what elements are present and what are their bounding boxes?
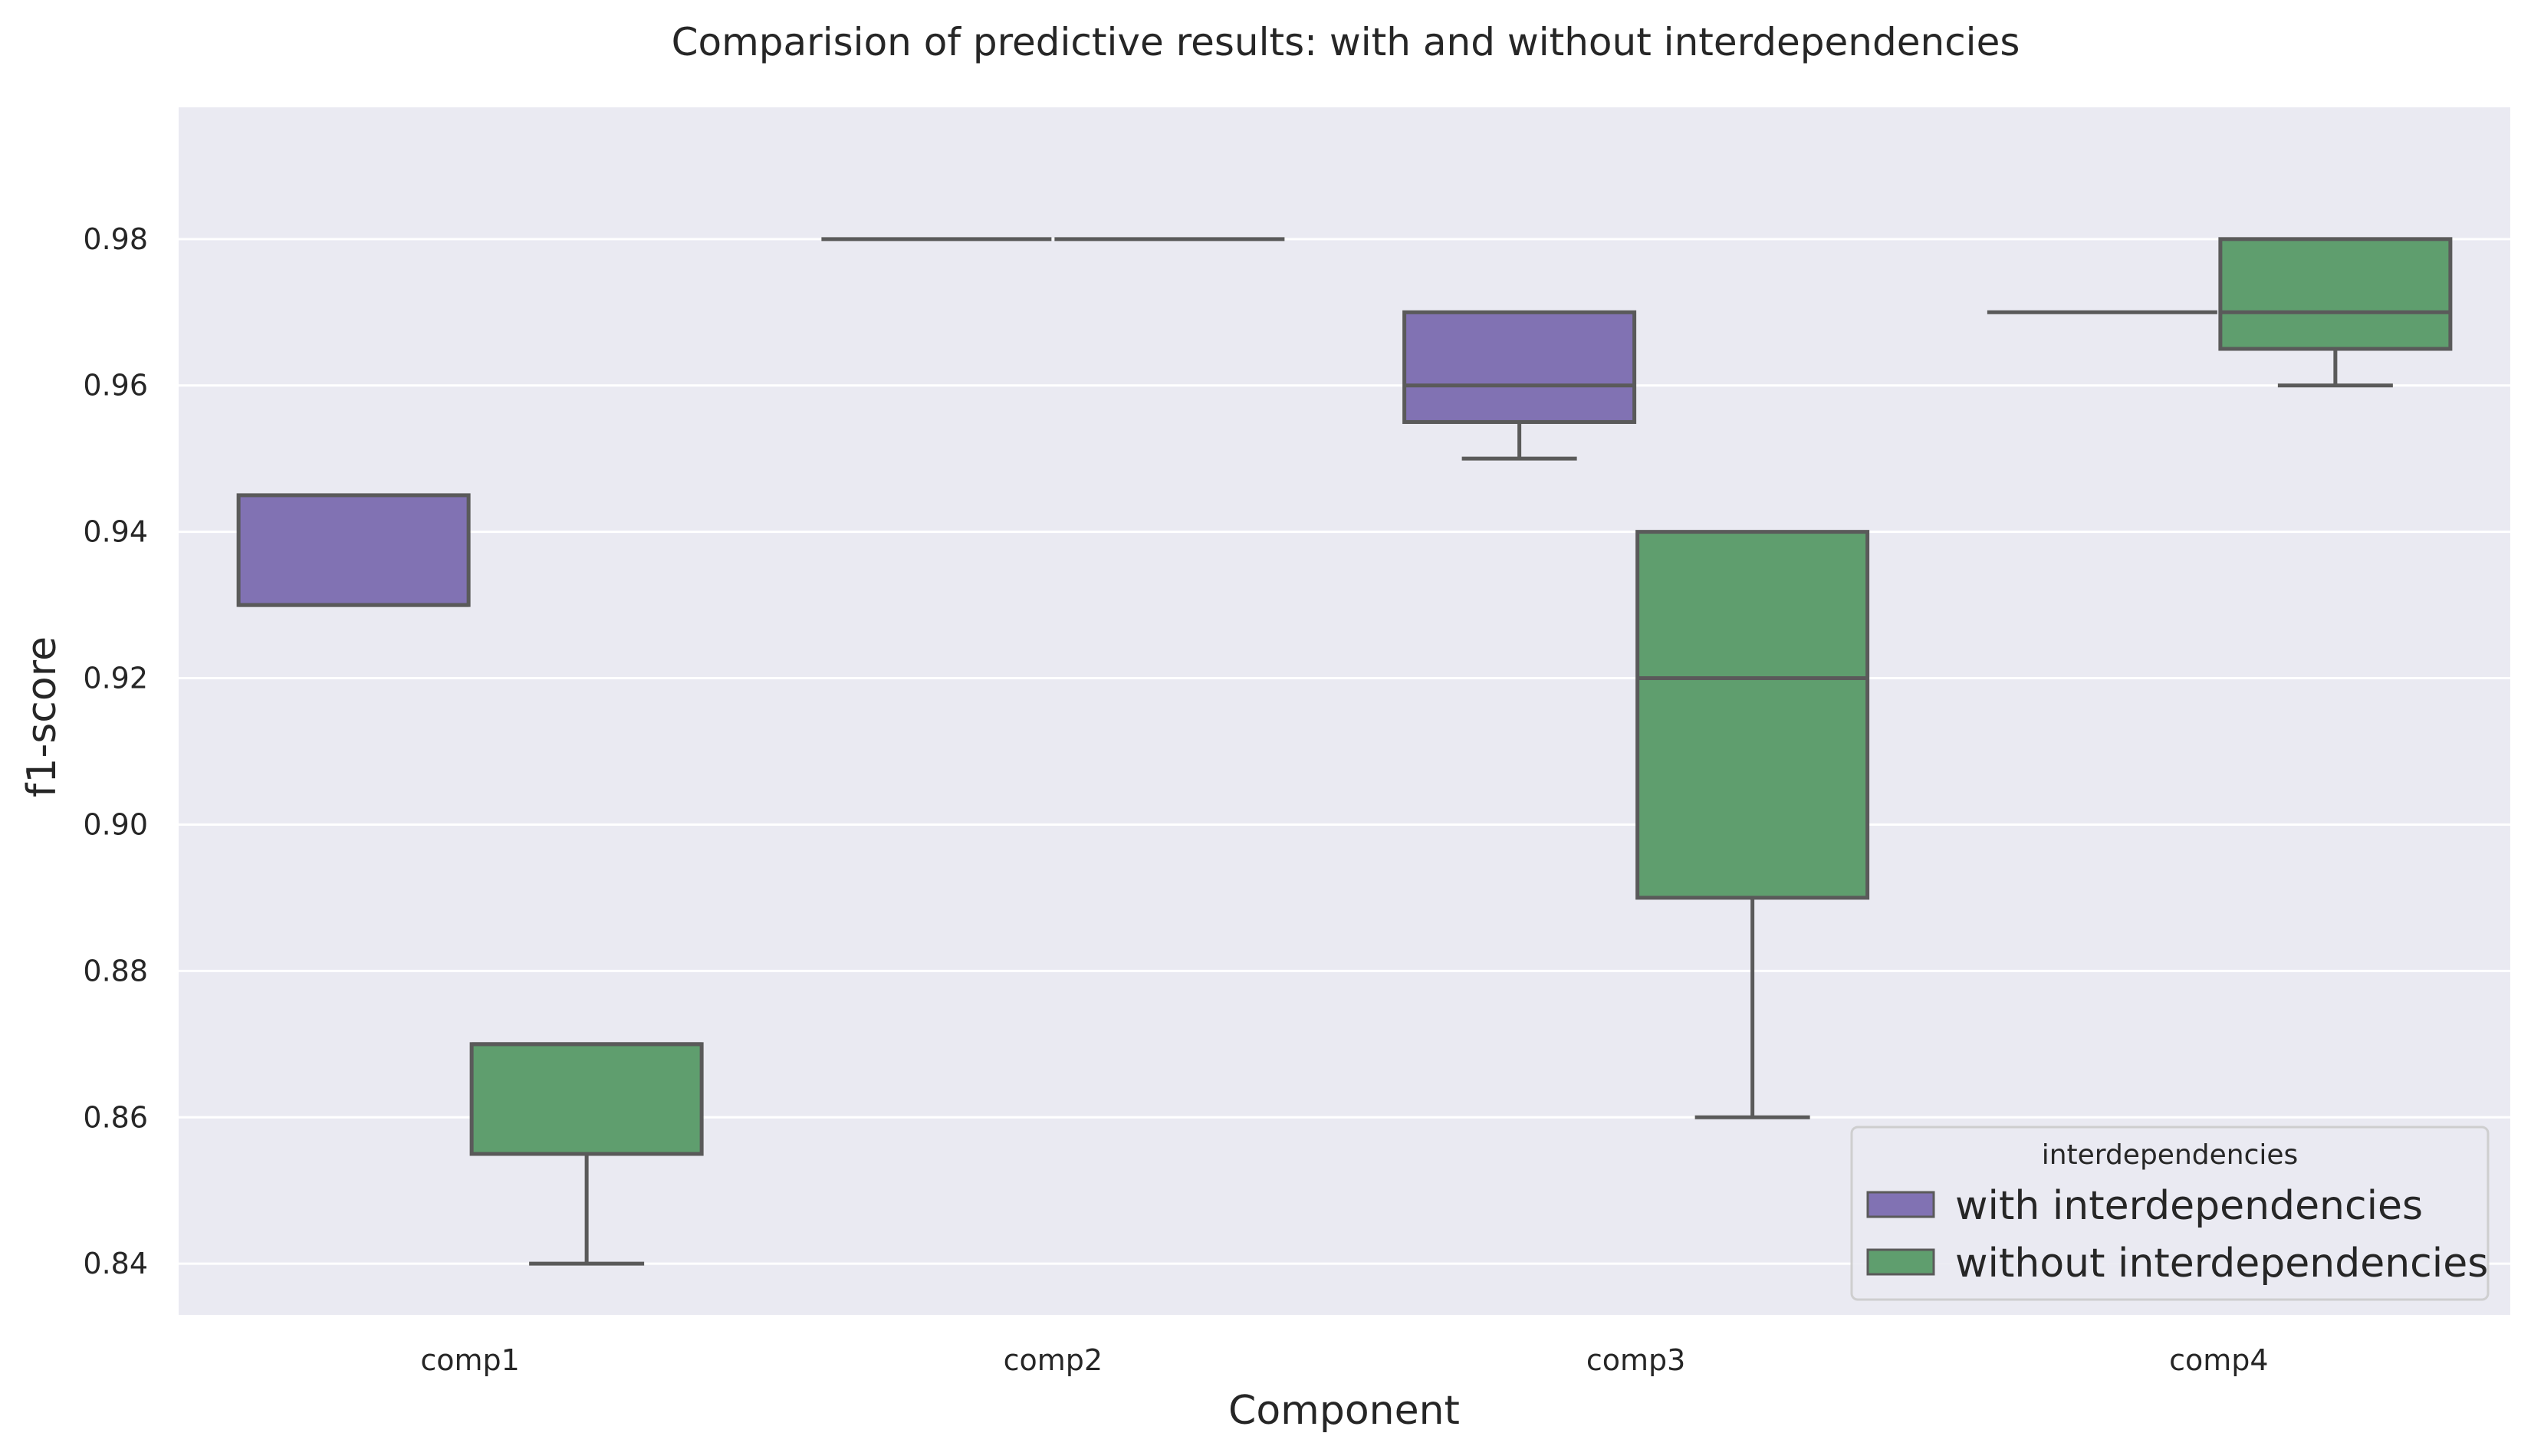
- x-axis-ticks: comp1 comp2 comp3 comp4: [420, 1343, 2268, 1377]
- box-iqr: [236, 493, 471, 607]
- legend-frame: [1850, 1126, 2490, 1301]
- box-comp3-without: [1635, 530, 1870, 1119]
- x-tick-label: comp4: [2169, 1343, 2268, 1377]
- box-iqr: [2218, 237, 2453, 351]
- y-tick-label: 0.84: [83, 1247, 148, 1280]
- legend-swatch-with-interdependencies: [1866, 1191, 1935, 1218]
- y-axis-ticks: 0.84 0.86 0.88 0.90 0.92 0.94 0.96 0.98: [83, 222, 148, 1280]
- legend-label-with-interdependencies: with interdependencies: [1955, 1183, 2423, 1229]
- y-tick-label: 0.92: [83, 662, 148, 695]
- y-axis-label: f1-score: [19, 636, 65, 797]
- box-comp1-with: [236, 493, 471, 607]
- box-iqr: [469, 1042, 704, 1156]
- x-axis-label: Component: [1228, 1388, 1460, 1434]
- box-iqr: [1635, 530, 1870, 900]
- y-tick-label: 0.88: [83, 954, 148, 988]
- legend-swatch-without-interdependencies: [1866, 1248, 1935, 1276]
- chart-title: Comparision of predictive results: with …: [672, 20, 2020, 64]
- legend-title: interdependencies: [2042, 1139, 2299, 1171]
- y-tick-label: 0.96: [83, 369, 148, 403]
- box-series: [236, 237, 2453, 1266]
- y-tick-label: 0.90: [83, 807, 148, 841]
- box-comp1-without: [469, 1042, 704, 1266]
- x-tick-label: comp1: [420, 1343, 519, 1377]
- y-tick-label: 0.86: [83, 1100, 148, 1134]
- x-tick-label: comp3: [1586, 1343, 1685, 1377]
- y-tick-label: 0.98: [83, 222, 148, 256]
- box-iqr: [1402, 310, 1637, 424]
- y-tick-label: 0.94: [83, 515, 148, 549]
- legend-label-without-interdependencies: without interdependencies: [1955, 1241, 2488, 1287]
- box-comp4-without: [2218, 237, 2453, 388]
- x-tick-label: comp2: [1004, 1343, 1103, 1377]
- legend: interdependencies with interdependencies…: [1850, 1126, 2490, 1301]
- box-comp3-with: [1402, 310, 1637, 461]
